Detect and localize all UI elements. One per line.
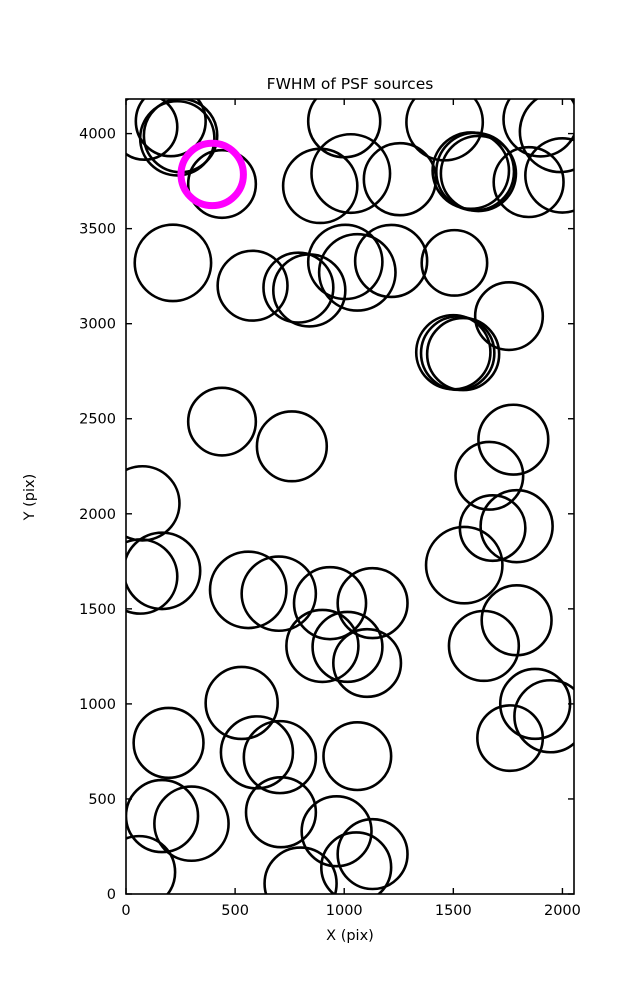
- source-circle: [336, 566, 409, 640]
- y-tick-label: 0: [107, 887, 116, 903]
- source-circle: [138, 99, 216, 177]
- y-tick-label: 500: [88, 792, 116, 808]
- source-circle: [255, 410, 329, 483]
- source-circle: [134, 99, 207, 158]
- source-circle: [473, 280, 545, 352]
- x-tick-label: 0: [121, 903, 130, 919]
- source-circle: [132, 706, 205, 780]
- source-circle: [133, 223, 213, 303]
- source-circle: [244, 776, 318, 849]
- y-tick-label: 2000: [79, 507, 116, 523]
- source-circle: [126, 834, 177, 894]
- x-tick-label: 2000: [544, 903, 581, 919]
- source-circle: [420, 228, 489, 297]
- source-circle: [126, 531, 202, 611]
- source-circle: [447, 609, 521, 683]
- page-title: FWHM of PSF sources: [267, 75, 434, 93]
- source-circle: [208, 550, 288, 630]
- source-circle: [153, 785, 230, 863]
- source-circle: [263, 846, 338, 894]
- source-circle: [240, 555, 318, 633]
- source-circle: [322, 721, 393, 792]
- source-circle: [317, 232, 397, 312]
- source-circle: [300, 795, 373, 868]
- source-circle: [332, 627, 403, 699]
- source-circle: [126, 99, 179, 161]
- source-circle: [216, 249, 289, 322]
- y-axis-label: Y (pix): [22, 474, 38, 522]
- source-circle: [292, 565, 368, 641]
- source-circle: [492, 145, 565, 219]
- source-circle: [320, 831, 393, 894]
- source-circle: [425, 316, 501, 392]
- y-tick-label: 4000: [79, 127, 116, 143]
- source-circle: [281, 147, 359, 225]
- x-tick-label: 1500: [435, 903, 472, 919]
- source-circle: [424, 525, 504, 605]
- source-circle: [476, 704, 545, 773]
- y-tick-label: 3500: [79, 222, 116, 238]
- source-circle: [311, 610, 384, 684]
- source-circle: [479, 488, 554, 564]
- source-circle: [405, 99, 485, 162]
- source-circle: [502, 99, 574, 158]
- source-circle: [262, 251, 335, 324]
- source-circle: [518, 99, 574, 174]
- x-axis-label: X (pix): [326, 928, 374, 944]
- source-circle: [186, 148, 258, 220]
- source-circle: [126, 778, 200, 854]
- x-tick-label: 1000: [326, 903, 363, 919]
- source-circle: [310, 132, 392, 215]
- highlighted-source-circle: [177, 139, 247, 210]
- source-circle: [454, 440, 525, 511]
- source-circle: [336, 817, 409, 891]
- highlight-marker: [177, 139, 247, 210]
- source-circle: [524, 137, 574, 214]
- source-circle: [204, 665, 279, 741]
- y-tick-label: 3000: [79, 317, 116, 333]
- y-tick-label: 2500: [79, 412, 116, 428]
- source-circle: [513, 678, 574, 754]
- y-tick-label: 1500: [79, 602, 116, 618]
- source-circle: [271, 253, 347, 328]
- y-tick-label: 1000: [79, 697, 116, 713]
- source-circle: [477, 403, 550, 476]
- plot-frame: [125, 98, 575, 895]
- source-circle: [439, 134, 518, 213]
- source-circle: [353, 223, 429, 299]
- source-circle: [285, 608, 360, 684]
- data-points: [126, 99, 574, 894]
- source-circle: [498, 667, 572, 741]
- source-circle: [242, 719, 318, 795]
- source-circle: [186, 386, 258, 457]
- axis-tick-labels: 0 500 1000 1500 2000 0 500 1000 1500 2000 2500 3000…: [79, 127, 581, 919]
- x-tick-label: 500: [221, 903, 249, 919]
